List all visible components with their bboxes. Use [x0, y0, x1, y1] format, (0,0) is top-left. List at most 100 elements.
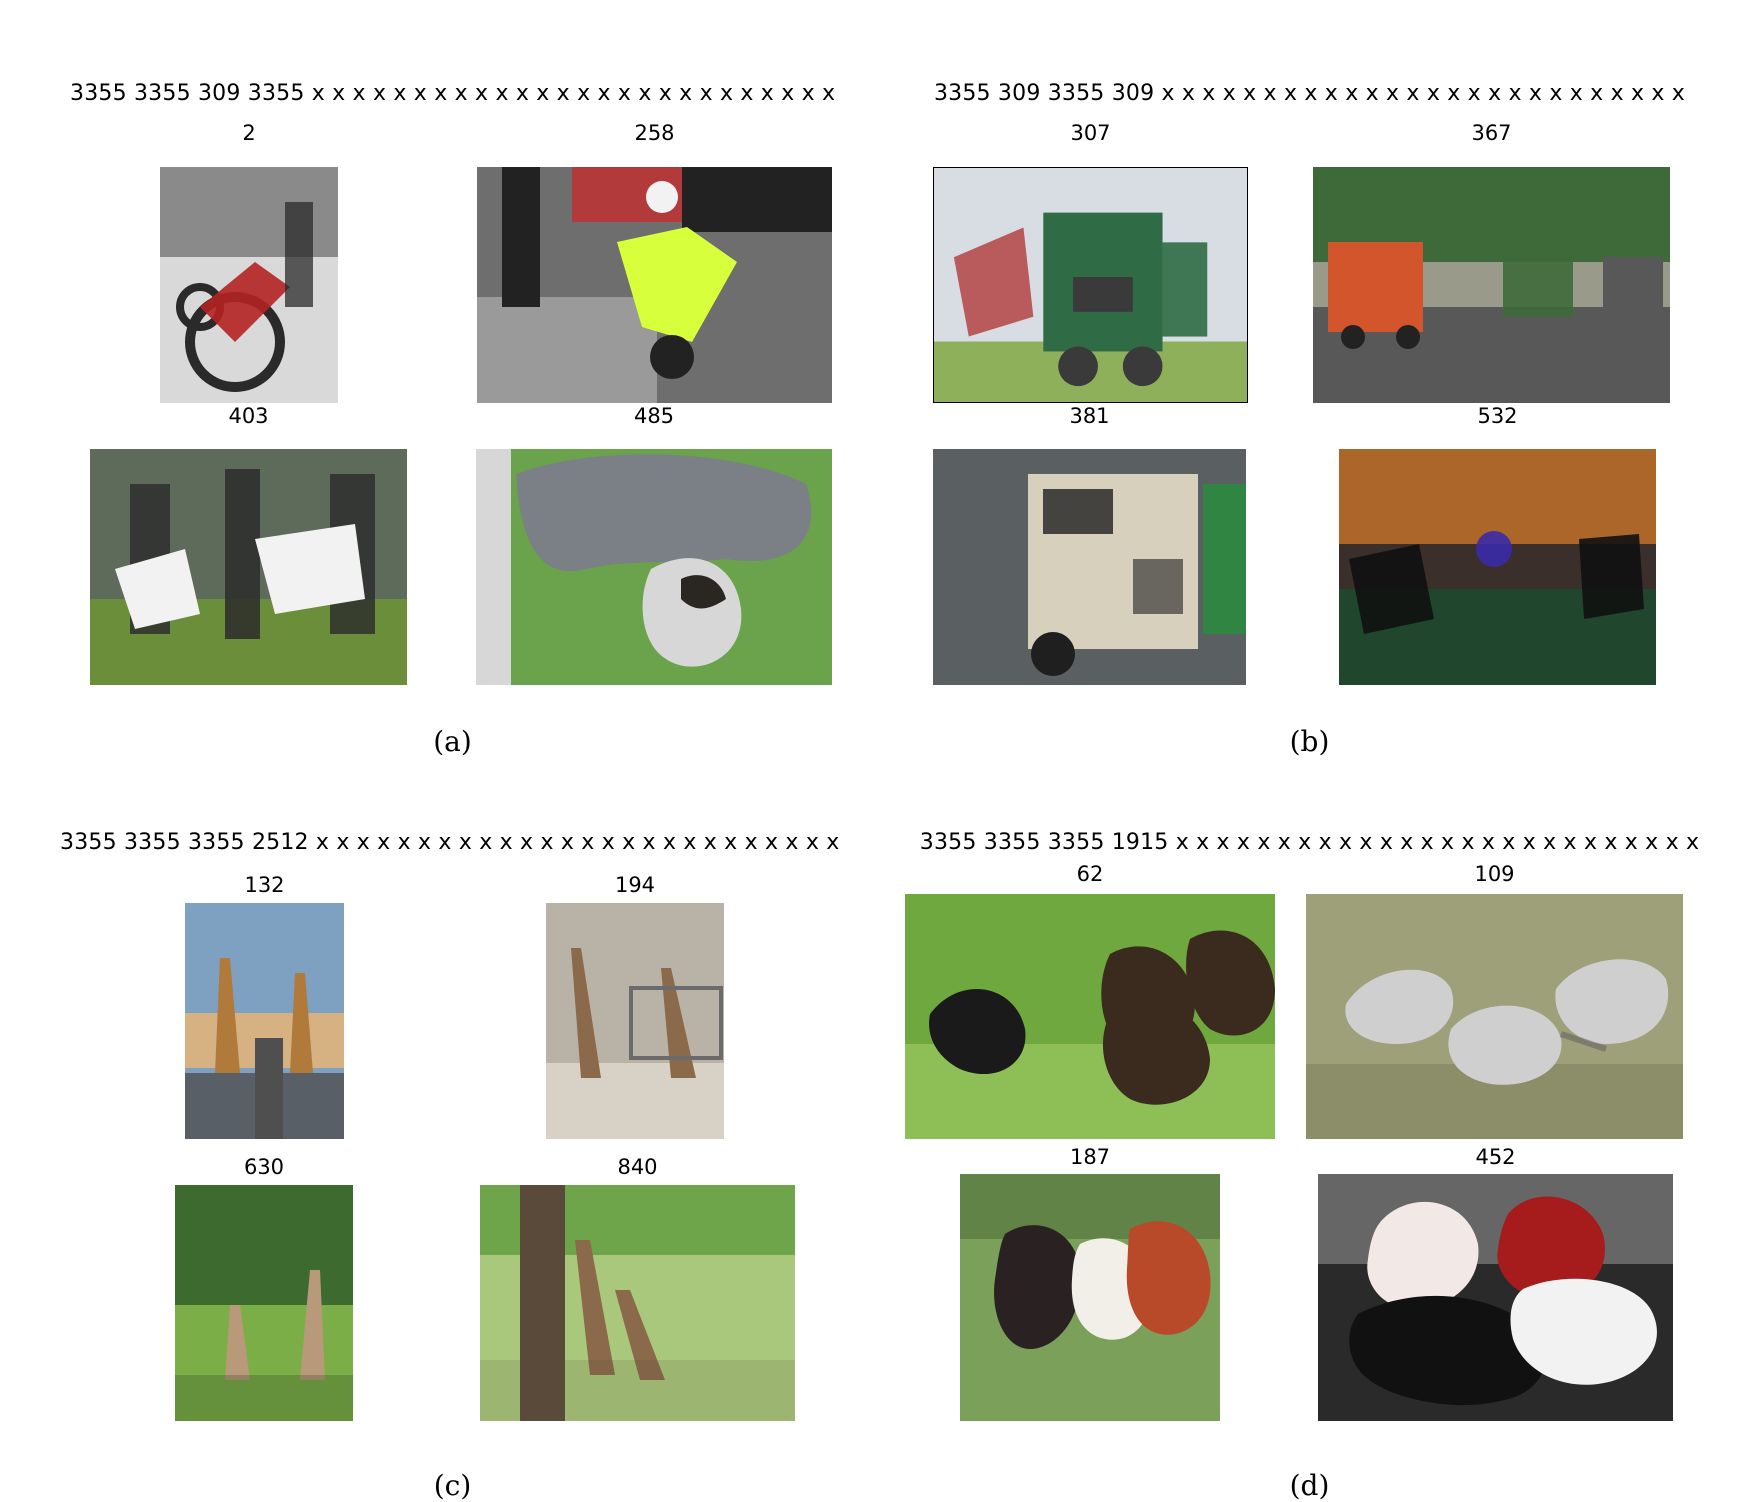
photo-sheep — [1448, 1005, 1562, 1085]
image-thumbnail — [933, 167, 1248, 403]
photo-pole — [502, 167, 540, 307]
photo-wheel — [1396, 325, 1420, 349]
panel-a: 3355 3355 309 3355 x x x x x x x x x x x… — [0, 0, 873, 758]
photo-cow — [994, 1225, 1081, 1349]
photo-giraffe — [575, 1240, 615, 1375]
image-thumbnail — [160, 167, 338, 403]
photo-dog — [681, 575, 726, 609]
photo-helmet — [646, 181, 678, 213]
tile-label: 485 — [633, 404, 675, 428]
photo-sheep — [1555, 959, 1669, 1044]
photo-crane — [953, 227, 1034, 337]
photo-giraffe — [215, 958, 240, 1073]
photo-dog — [516, 454, 812, 572]
panel-c: 3355 3355 3355 2512 x x x x x x x x x x … — [0, 750, 873, 1502]
tile-label: 367 — [1471, 121, 1512, 145]
photo-horse — [1510, 1278, 1657, 1385]
photo-shadow — [175, 1375, 353, 1421]
photo-wheel — [1031, 632, 1075, 676]
photo-motorcycle — [115, 549, 200, 629]
photo-person — [255, 1038, 283, 1139]
photo-bird — [1102, 1001, 1210, 1105]
image-thumbnail — [175, 1185, 353, 1421]
photo-cow — [1126, 1221, 1211, 1335]
photo-wheel — [1122, 346, 1163, 387]
photo-sidewalk — [477, 297, 657, 403]
tile-label: 307 — [1070, 121, 1111, 145]
image-thumbnail — [480, 1185, 795, 1421]
image-thumbnail — [905, 894, 1275, 1139]
photo-lights — [1339, 449, 1656, 544]
tile-label: 403 — [228, 404, 269, 428]
tile-label: 187 — [1069, 1145, 1111, 1169]
photo-dog — [642, 558, 742, 667]
tile-label: 258 — [634, 121, 675, 145]
panel-title: 3355 3355 3355 2512 x x x x x x x x x x … — [60, 830, 840, 855]
photo-person — [476, 449, 511, 685]
photo-railing — [629, 986, 723, 1060]
photo-wheel — [650, 335, 694, 379]
photo-truck — [1162, 242, 1208, 337]
photo-truck — [1328, 242, 1423, 332]
tile-label: 2 — [242, 121, 256, 145]
panel-caption: (c) — [433, 1469, 472, 1502]
photo-rider — [285, 202, 313, 307]
photo-motorcycle — [255, 524, 365, 614]
image-thumbnail — [185, 903, 344, 1139]
photo-car — [682, 167, 832, 232]
photo-dress — [1497, 1196, 1605, 1299]
photo-giraffe — [661, 968, 696, 1078]
tile-label: 532 — [1477, 404, 1518, 428]
image-thumbnail — [1318, 1174, 1673, 1421]
tile-label: 109 — [1474, 862, 1515, 886]
panel-caption: (a) — [433, 725, 472, 758]
photo-bird — [929, 988, 1026, 1075]
panel-d: 3355 3355 3355 1915 x x x x x x x x x x … — [873, 750, 1746, 1502]
photo-bird — [1186, 930, 1275, 1036]
photo-giraffe — [571, 948, 601, 1078]
photo-light — [1476, 531, 1512, 567]
tile-label: 452 — [1475, 1145, 1516, 1169]
photo-horse — [1349, 1295, 1546, 1406]
photo-grille — [1133, 559, 1183, 614]
photo-giraffe — [290, 973, 313, 1073]
photo-giraffe — [225, 1305, 250, 1380]
photo-motorcycle — [617, 227, 737, 342]
tile-label: 840 — [617, 1155, 658, 1179]
photo-wheel — [1058, 346, 1098, 387]
photo-sheep-shadow — [1560, 1031, 1607, 1052]
image-thumbnail — [476, 449, 832, 685]
image-thumbnail — [477, 167, 832, 403]
image-thumbnail — [90, 449, 407, 685]
photo-grille — [1073, 277, 1133, 312]
photo-tree-trunk — [520, 1185, 565, 1421]
photo-wheel — [1341, 325, 1365, 349]
tile-label: 630 — [243, 1155, 285, 1179]
photo-truck — [1503, 247, 1573, 317]
photo-sheep — [1345, 969, 1454, 1044]
image-thumbnail — [1306, 894, 1683, 1139]
tile-label: 194 — [614, 873, 656, 897]
photo-motorcycle — [1579, 534, 1644, 619]
photo-shadow — [480, 1360, 795, 1421]
image-thumbnail — [933, 449, 1246, 685]
image-thumbnail — [1313, 167, 1670, 403]
photo-person — [225, 469, 260, 639]
tile-label: 381 — [1069, 404, 1110, 428]
photo-truck — [1203, 484, 1246, 634]
image-thumbnail — [960, 1174, 1220, 1421]
photo-giraffe — [615, 1290, 665, 1380]
photo-window — [1043, 489, 1113, 534]
photo-motorcycle — [1349, 544, 1434, 634]
tile-label: 132 — [244, 873, 285, 897]
photo-truck — [1603, 257, 1663, 312]
image-thumbnail — [1339, 449, 1656, 685]
panel-caption: (b) — [1289, 725, 1330, 758]
photo-trees — [175, 1185, 353, 1305]
photo-floor — [546, 1063, 724, 1139]
photo-frame — [200, 262, 290, 342]
tile-label: 62 — [1076, 862, 1104, 886]
panel-b: 3355 309 3355 309 x x x x x x x x x x x … — [873, 0, 1746, 758]
photo-giraffe — [300, 1270, 325, 1380]
panel-title: 3355 3355 309 3355 x x x x x x x x x x x… — [70, 81, 836, 106]
